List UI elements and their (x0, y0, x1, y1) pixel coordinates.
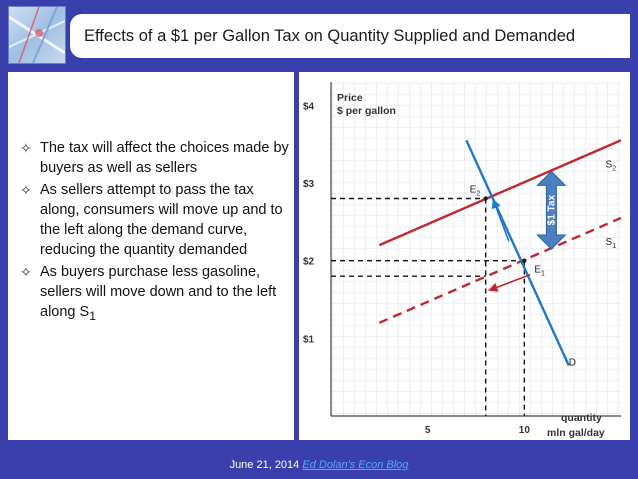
y-tick-label: $4 (303, 101, 315, 112)
bullet-text: The tax will affect the choices made by … (40, 140, 289, 176)
bullet-list: ✧ The tax will affect the choices made b… (20, 138, 292, 328)
x-axis-title: quantity (561, 412, 602, 424)
equilibrium-guides (331, 197, 526, 416)
x-tick-labels: 5 10 (425, 425, 530, 436)
y-tick-label: $2 (303, 257, 315, 268)
x-tick-label: 10 (519, 425, 531, 436)
footer-date: June 21, 2014 (229, 459, 300, 471)
equilibrium-e2-label: E2 (470, 185, 481, 198)
slide-title: Effects of a $1 per Gallon Tax on Quanti… (84, 26, 576, 45)
blog-logo (8, 6, 66, 64)
bullet-subscript: 1 (89, 308, 96, 323)
title-bar: Effects of a $1 per Gallon Tax on Quanti… (70, 14, 630, 58)
bullet-text: As sellers attempt to pass the tax along… (40, 182, 283, 258)
y-tick-label: $1 (303, 334, 315, 345)
supply-s2-label: S2 (606, 159, 617, 172)
four-point-star-outline-icon: ✧ (20, 140, 32, 156)
four-point-star-outline-icon: ✧ (20, 182, 32, 198)
bullet-panel: ✧ The tax will affect the choices made b… (8, 72, 294, 440)
demand-label: D (569, 358, 576, 369)
y-tick-label: $3 (303, 179, 315, 190)
equilibrium-e1-label: E1 (534, 265, 545, 278)
y-axis-subtitle: $ per gallon (337, 105, 396, 117)
x-tick-label: 5 (425, 425, 431, 436)
four-point-star-outline-icon: ✧ (20, 264, 32, 280)
demand-line (465, 139, 570, 367)
movement-arrow-demand (491, 198, 510, 242)
movement-arrow-s1 (488, 273, 531, 292)
supply-s1-label: S1 (606, 237, 617, 250)
supply-demand-diagram: $4 $3 $2 $1 5 10 Price $ per gallon quantity… (299, 72, 630, 440)
map-logo-icon (9, 7, 65, 63)
footer-blog-link[interactable]: Ed Dolan's Econ Blog (302, 459, 409, 471)
bullet-item: ✧ The tax will affect the choices made b… (20, 138, 292, 178)
footer: June 21, 2014 Ed Dolan's Econ Blog (0, 459, 638, 471)
supply-s2-line (378, 139, 622, 247)
diagram-svg: $4 $3 $2 $1 5 10 Price $ per gallon quantity… (303, 82, 622, 439)
bullet-item: ✧ As sellers attempt to pass the tax alo… (20, 180, 292, 260)
equilibrium-e1-point (522, 258, 527, 263)
y-axis-title: Price (337, 92, 363, 104)
bullet-item: ✧ As buyers purchase less gasoline, sell… (20, 262, 292, 326)
plot-grid (331, 82, 621, 416)
tax-arrow-label: $1 Tax (546, 195, 557, 226)
bullet-text: As buyers purchase less gasoline, seller… (40, 264, 277, 320)
y-tick-labels: $4 $3 $2 $1 (303, 101, 315, 345)
tax-double-arrow (536, 170, 567, 250)
equilibrium-e2-point (483, 196, 488, 201)
x-axis-subtitle: mln gal/day (547, 427, 605, 439)
